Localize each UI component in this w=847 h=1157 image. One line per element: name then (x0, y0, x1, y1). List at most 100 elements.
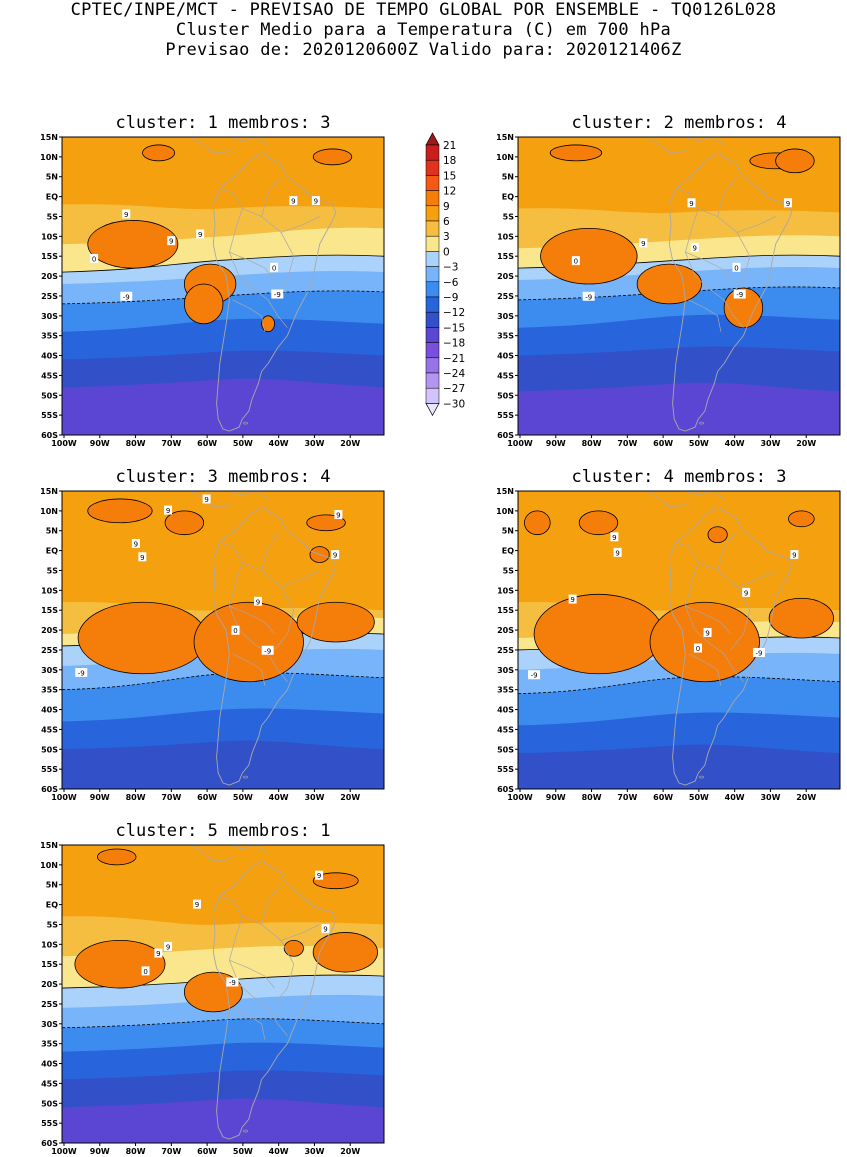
colorbar-label: −6 (443, 277, 459, 289)
contour-label-text: 9 (134, 540, 138, 548)
country-border (242, 208, 295, 297)
contour-label-text: -9 (274, 291, 281, 299)
contour-label-text: 0 (696, 645, 700, 653)
colorbar-label: 12 (443, 186, 456, 198)
country-border (698, 562, 751, 651)
contour-label-text: -9 (229, 979, 236, 987)
lat-label: 10S (41, 940, 58, 949)
contour-label-text: -9 (736, 291, 743, 299)
contour-label: 9 (138, 552, 147, 562)
colorbar-segment (425, 266, 440, 283)
lon-label: 50W (233, 1147, 253, 1156)
country-border (242, 562, 295, 651)
contour-label: 0 (270, 262, 279, 272)
country-border (675, 542, 699, 631)
colorbar-label: −12 (443, 307, 465, 319)
contour-label: 9 (613, 547, 622, 557)
country-border (232, 299, 266, 332)
country-border (238, 275, 288, 328)
country-border (229, 605, 275, 635)
lat-label: 15N (40, 133, 58, 142)
lon-label: 60W (197, 793, 217, 802)
warm-region (533, 593, 664, 675)
contour-label: -9 (271, 289, 284, 299)
map-frame (517, 136, 841, 436)
colorbar-segment (425, 296, 440, 313)
lat-label: 10N (40, 861, 58, 870)
coastline-central-america (646, 137, 689, 154)
country-border (219, 896, 243, 985)
lat-label: 45S (41, 1079, 58, 1088)
country-border (688, 653, 722, 686)
lat-label: 10N (40, 153, 58, 162)
contour-label: 9 (568, 594, 577, 604)
contour-label-text: 9 (166, 507, 170, 515)
contour-label-text: 9 (705, 629, 709, 637)
colorbar-segment (425, 235, 440, 252)
coastline-central-america (190, 491, 233, 508)
colorbar-segment (425, 357, 440, 374)
temperature-map: 999990-915N10N5NEQ5S10S15S20S25S30S35S40… (40, 841, 385, 1156)
country-border (232, 1007, 266, 1040)
lat-label: 30S (497, 312, 514, 321)
lon-label: 40W (725, 439, 745, 448)
map-frame (517, 490, 841, 790)
colorbar-segment (425, 220, 440, 237)
lat-label: 50S (497, 391, 514, 400)
warm-region (74, 939, 166, 989)
temperature-band-m18 (518, 382, 840, 435)
lat-label: 60S (497, 431, 514, 440)
country-border (219, 188, 243, 277)
lat-label: 10S (41, 586, 58, 595)
contour-label: -9 (528, 670, 541, 680)
lat-label: 15S (497, 252, 514, 261)
contour-label: 9 (687, 198, 696, 208)
contour-label: 9 (154, 948, 163, 958)
falkland-islands (243, 421, 248, 425)
lat-label: 35S (497, 686, 514, 695)
warm-region (142, 144, 176, 162)
contour-label: 9 (122, 209, 131, 219)
lat-label: 40S (41, 352, 58, 361)
colorbar-segment (425, 281, 440, 298)
warm-region (707, 526, 728, 544)
lat-label: 45S (41, 371, 58, 380)
lat-label: 15N (40, 841, 58, 850)
temperature-map: 9 9 9 9 0 0 -9 -9 15N 10N 5N EQ 5S 10S 15S 20S 25S 30S 35S… (496, 133, 841, 448)
contour-label-text: 9 (156, 950, 160, 958)
lon-label: 90W (546, 439, 566, 448)
colorbar-segment (425, 175, 440, 191)
contour-label-text: 0 (272, 264, 276, 272)
country-border (280, 570, 320, 587)
contour-label-text: 9 (612, 534, 616, 542)
contour-label-text: 9 (198, 231, 202, 239)
contour-label: 9 (334, 510, 343, 520)
contour-label: 9 (321, 924, 330, 934)
warm-region (87, 220, 179, 269)
contour-label: 0 (732, 262, 741, 272)
lon-label: 90W (90, 1147, 110, 1156)
contour-label: 9 (196, 229, 205, 239)
colorbar-label: 21 (443, 140, 456, 152)
lat-label: EQ (46, 547, 58, 556)
figure-title-line-2: Cluster Medio para a Temperatura (C) em … (175, 20, 672, 40)
coastline-south-america (212, 506, 337, 786)
contour-label-text: 9 (333, 552, 337, 560)
warm-region (312, 148, 353, 166)
lat-label: 20S (41, 626, 58, 635)
lat-label: 20S (497, 626, 514, 635)
lat-label: EQ (46, 193, 58, 202)
warm-region (183, 283, 224, 325)
temperature-colorbar: 21 18 15 12 9 6 3 0 −3 −6 −9 −12 −15 −18 −21 −24 −27 −30 (425, 132, 465, 417)
contour-label: 9 (703, 627, 712, 637)
country-border (685, 605, 731, 635)
warm-region (524, 510, 551, 536)
falkland-islands (699, 775, 704, 779)
contour-label-text: -9 (585, 293, 592, 301)
temperature-band-m15 (518, 744, 840, 789)
coastline-central-america (190, 845, 233, 862)
contour-label: -9 (120, 291, 133, 301)
country-border (232, 653, 266, 686)
lat-label: 10S (497, 232, 514, 241)
coastline-caribbean (229, 137, 269, 146)
